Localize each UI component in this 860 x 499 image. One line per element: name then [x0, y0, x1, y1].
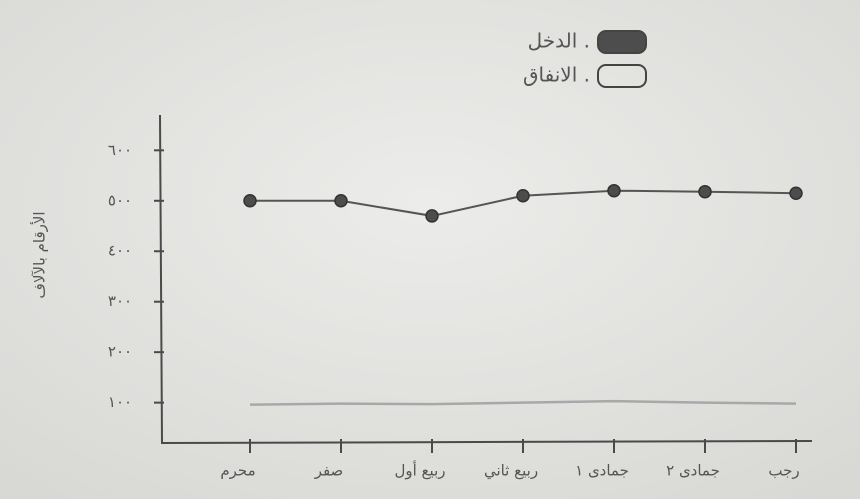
series-line [249, 399, 797, 406]
point [243, 194, 257, 208]
point [516, 188, 530, 203]
x-tick-label: جمادى ١ [575, 462, 629, 480]
x-tick-label: رجب [768, 462, 799, 480]
x-tick-label: صفر [314, 462, 344, 480]
x-tick-label: جمادى ٢ [666, 462, 720, 480]
legend-swatch [597, 30, 647, 54]
x-tick-label: محرم [220, 462, 255, 480]
axes [159, 114, 813, 445]
y-tick-label: ٢٠٠ [108, 343, 132, 361]
y-tick-label: ١٠٠ [108, 393, 132, 411]
point [789, 186, 803, 200]
point [607, 183, 621, 198]
point [425, 209, 439, 223]
point [698, 184, 712, 199]
y-tick-label: ٣٠٠ [108, 292, 132, 310]
y-tick-label: ٥٠٠ [108, 191, 132, 209]
y-tick-label: ٦٠٠ [108, 141, 132, 159]
y-axis-label: الأرقام بالآلاف [30, 211, 49, 298]
legend-label: الدخل . [528, 29, 590, 53]
x-tick-label: ربيع أول [394, 461, 445, 480]
legend-label: الانفاق . [523, 63, 590, 87]
y-tick-label: ٤٠٠ [108, 242, 132, 260]
point [334, 194, 348, 208]
x-tick-label: ربيع ثاني [484, 462, 538, 481]
legend-swatch [597, 64, 647, 88]
